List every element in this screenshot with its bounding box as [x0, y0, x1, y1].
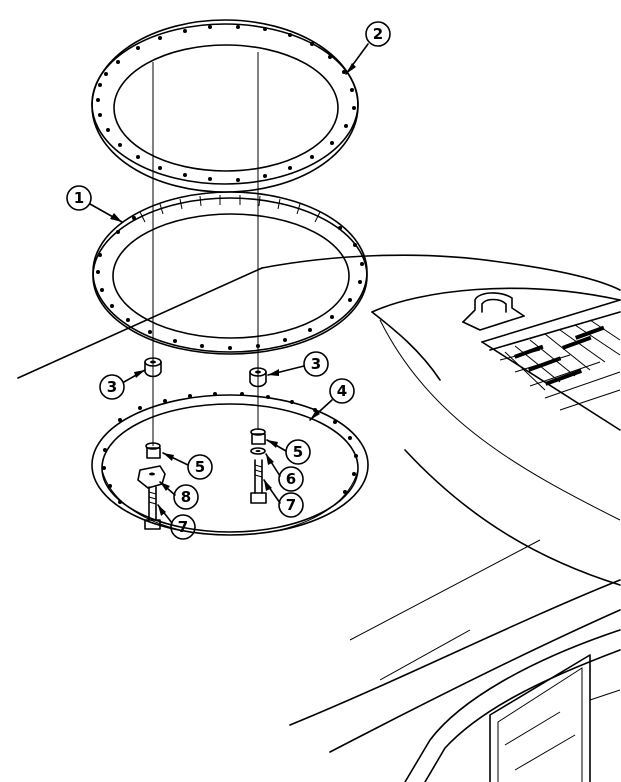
callout-label: 1 [74, 189, 84, 207]
ring-item-2 [91, 19, 359, 193]
callout-label: 7 [178, 518, 188, 536]
callout-4: 4 [309, 378, 355, 421]
callout-8: 8 [159, 481, 199, 510]
callout-label: 6 [286, 470, 296, 488]
ring-item-1 [92, 191, 368, 355]
bolt-item-7-left [144, 486, 161, 530]
callout-3-right: 3 [267, 351, 329, 377]
callout-1: 1 [66, 185, 123, 223]
bracket-item-8 [137, 465, 166, 489]
vehicle-roof [17, 254, 621, 782]
callout-label: 4 [337, 382, 347, 400]
callout-7-right: 7 [263, 479, 304, 518]
spacer-item-3-left [144, 357, 162, 378]
nut-item-5-right [250, 428, 266, 445]
callout-3-left: 3 [99, 369, 146, 400]
washer-item-6 [250, 447, 266, 455]
callout-label: 5 [293, 443, 303, 461]
spacer-item-3-right [249, 367, 267, 388]
callout-label: 5 [195, 458, 205, 476]
roof-handle [462, 292, 525, 331]
nut-item-5-left [145, 442, 161, 459]
vent-grille-panel [481, 299, 621, 431]
callout-7-left: 7 [157, 504, 196, 540]
callout-5-left: 5 [162, 452, 213, 480]
callout-label: 3 [107, 378, 117, 396]
callout-2: 2 [345, 21, 391, 75]
callout-label: 7 [286, 496, 296, 514]
roof-opening-item-4 [91, 392, 369, 536]
callout-label: 3 [311, 355, 321, 373]
callout-6: 6 [265, 453, 304, 492]
callout-label: 8 [181, 488, 191, 506]
callout-label: 2 [373, 25, 383, 43]
callout-5-right: 5 [266, 439, 311, 465]
bolt-item-7-right [250, 459, 267, 504]
alignment-lines [152, 52, 259, 446]
